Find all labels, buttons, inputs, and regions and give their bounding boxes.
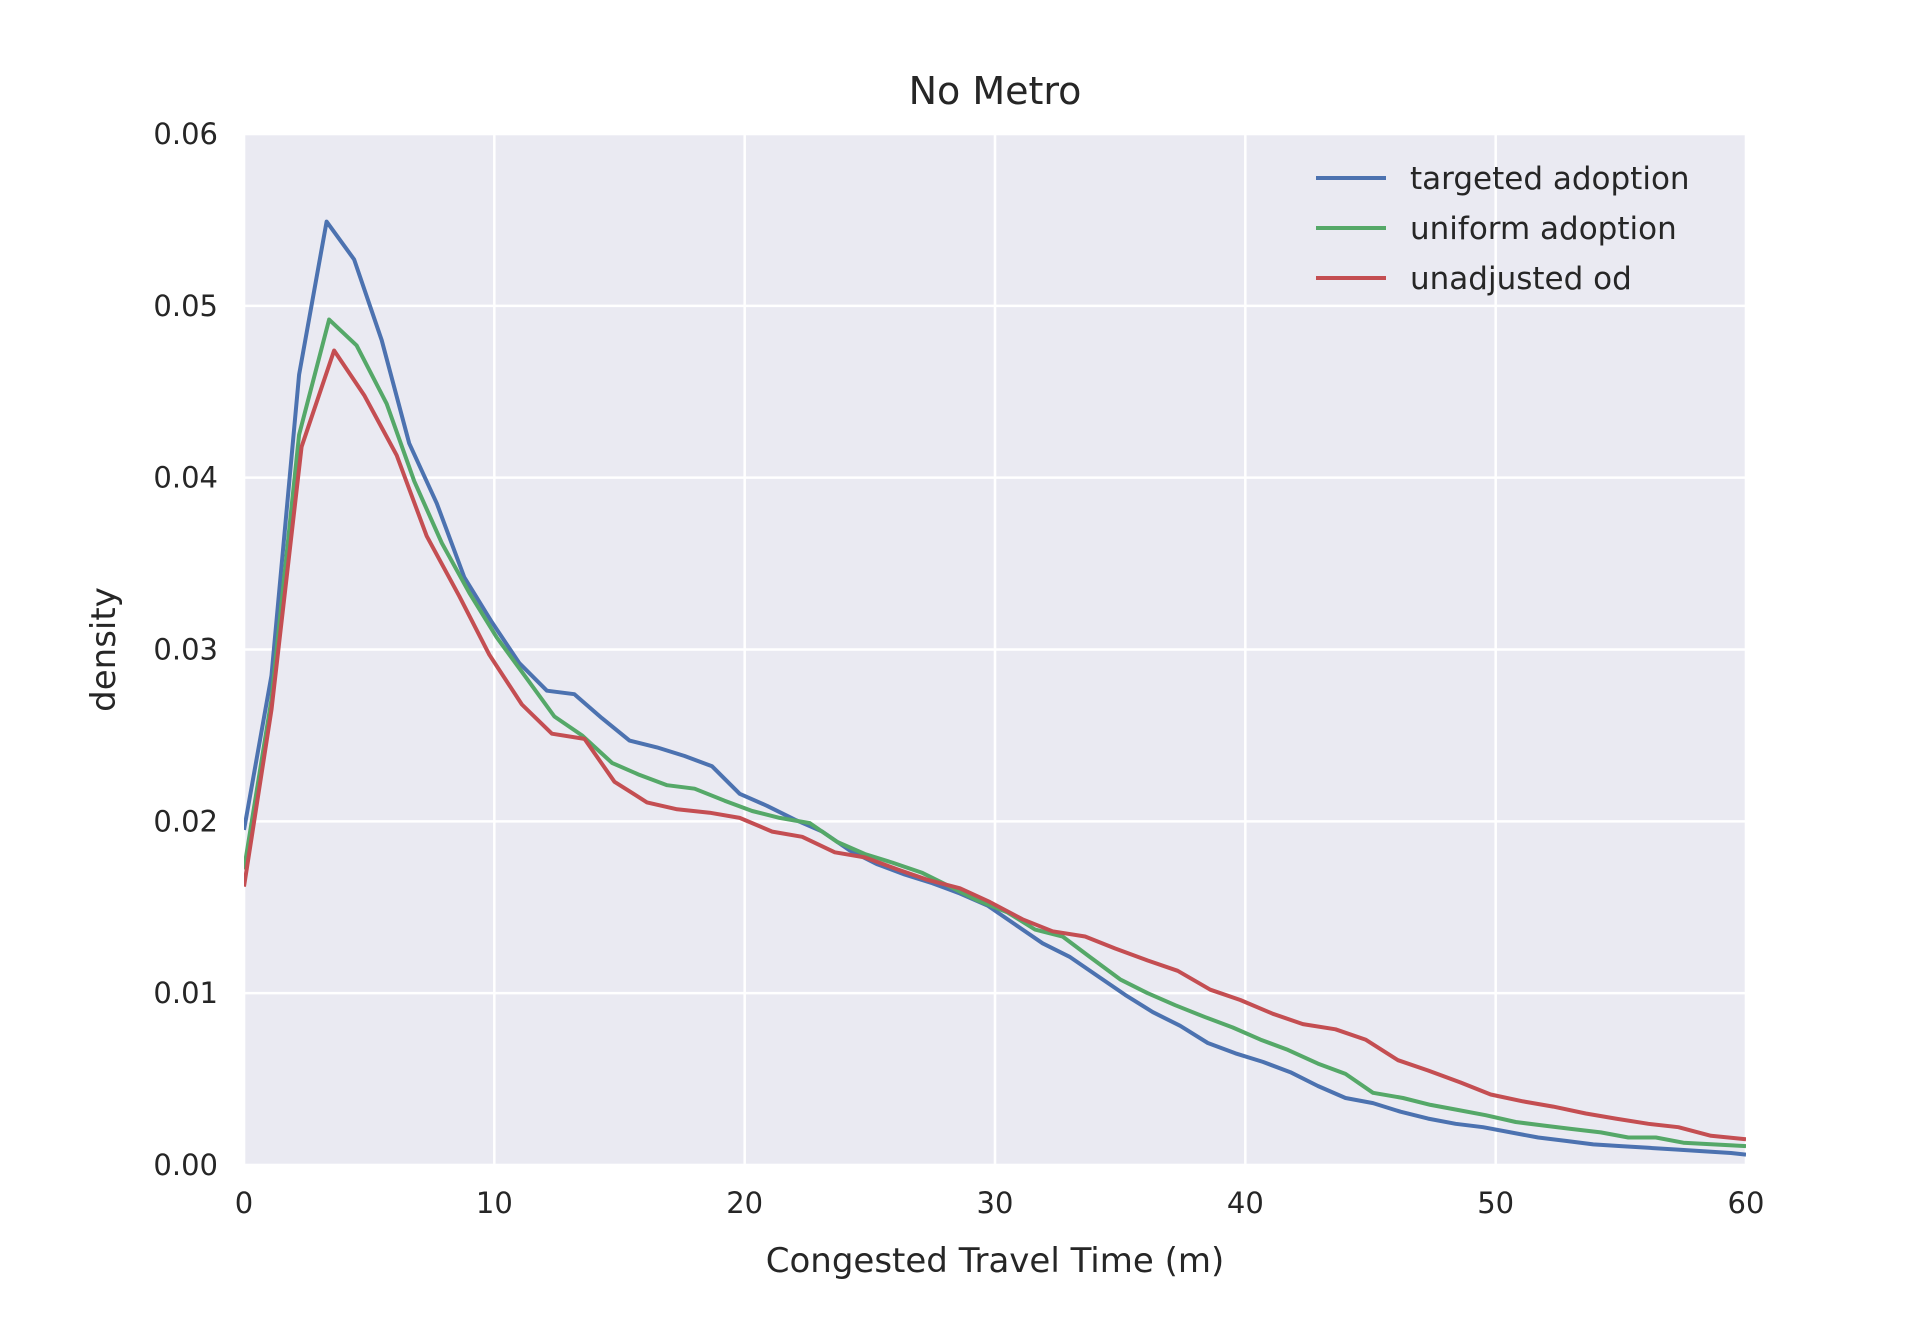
x-axis-label: Congested Travel Time (m) bbox=[766, 1241, 1225, 1281]
y-tick-label: 0.03 bbox=[153, 633, 218, 667]
legend-label: unadjusted od bbox=[1410, 261, 1632, 297]
tick-labels: 0 10 20 30 40 50 60 0.00 0.01 0.02 0.03 0.04 0.05 0.0… bbox=[153, 117, 1764, 1220]
x-tick-label: 50 bbox=[1477, 1186, 1514, 1220]
y-axis-label: density bbox=[84, 587, 124, 712]
series-line-1 bbox=[244, 219, 1746, 1157]
y-tick-label: 0.04 bbox=[153, 461, 218, 495]
legend: targeted adoption uniform adoption unadjus… bbox=[1316, 161, 1690, 297]
legend-label: targeted adoption bbox=[1410, 161, 1690, 197]
y-tick-label: 0.01 bbox=[153, 976, 218, 1010]
x-tick-label: 40 bbox=[1227, 1186, 1264, 1220]
grid bbox=[242, 132, 1748, 1167]
y-tick-label: 0.06 bbox=[153, 117, 218, 151]
y-tick-label: 0.00 bbox=[153, 1148, 218, 1182]
legend-label: uniform adoption bbox=[1410, 211, 1677, 247]
y-tick-label: 0.02 bbox=[153, 804, 218, 838]
x-tick-label: 60 bbox=[1728, 1186, 1765, 1220]
series-lines bbox=[244, 219, 1746, 1157]
x-tick-label: 0 bbox=[235, 1186, 253, 1220]
series-line-2 bbox=[244, 317, 1746, 1149]
x-tick-label: 10 bbox=[476, 1186, 513, 1220]
y-tick-label: 0.05 bbox=[153, 289, 218, 323]
chart-title: No Metro bbox=[909, 69, 1082, 113]
x-tick-label: 20 bbox=[726, 1186, 763, 1220]
series-line-3 bbox=[244, 348, 1746, 1142]
x-tick-label: 30 bbox=[977, 1186, 1014, 1220]
